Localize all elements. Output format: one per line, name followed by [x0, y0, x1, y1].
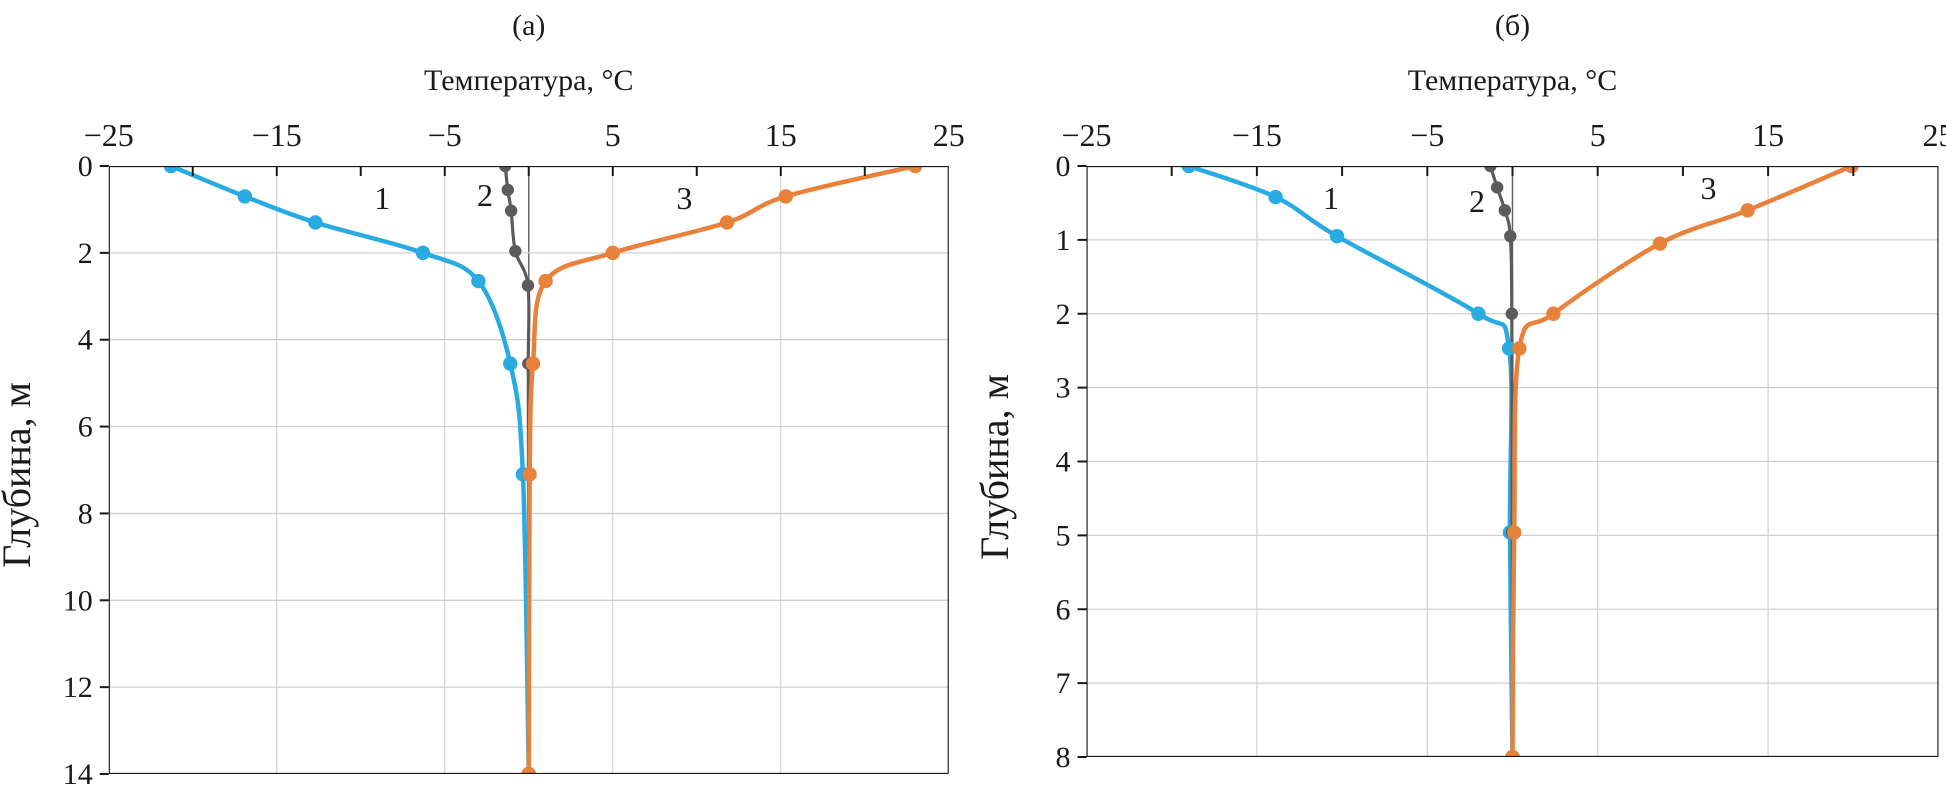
svg-text:2: 2	[78, 237, 93, 270]
svg-text:2: 2	[477, 177, 493, 213]
svg-text:Температура, °C: Температура, °C	[424, 64, 633, 97]
svg-text:4: 4	[1056, 446, 1071, 479]
svg-text:25: 25	[933, 117, 965, 153]
svg-text:6: 6	[78, 411, 93, 444]
svg-text:1: 1	[1323, 180, 1339, 216]
svg-text:7: 7	[1056, 667, 1071, 700]
svg-text:−15: −15	[252, 117, 302, 153]
svg-text:5: 5	[605, 117, 621, 153]
svg-text:2: 2	[1056, 298, 1071, 331]
svg-text:4: 4	[78, 324, 93, 357]
svg-text:(а): (а)	[512, 9, 545, 42]
svg-text:15: 15	[1752, 117, 1784, 153]
svg-text:5: 5	[1056, 519, 1071, 552]
svg-text:−5: −5	[1410, 117, 1444, 153]
svg-text:0: 0	[78, 150, 93, 183]
svg-text:−25: −25	[1061, 117, 1111, 153]
svg-text:14: 14	[63, 758, 93, 791]
svg-text:3: 3	[1700, 170, 1716, 206]
svg-text:(б): (б)	[1495, 9, 1530, 42]
svg-text:Глубина, м: Глубина, м	[972, 374, 1017, 560]
svg-text:0: 0	[1056, 150, 1071, 183]
svg-text:1: 1	[1056, 224, 1071, 257]
svg-text:10: 10	[63, 584, 93, 617]
svg-text:−25: −25	[84, 117, 134, 153]
svg-text:5: 5	[1590, 117, 1606, 153]
svg-text:8: 8	[78, 497, 93, 530]
svg-text:Глубина, м: Глубина, м	[0, 382, 39, 568]
svg-text:15: 15	[765, 117, 797, 153]
svg-text:6: 6	[1056, 593, 1071, 626]
svg-text:8: 8	[1056, 741, 1071, 774]
svg-text:3: 3	[676, 180, 692, 216]
svg-text:−5: −5	[428, 117, 462, 153]
svg-text:25: 25	[1923, 117, 1946, 153]
svg-text:3: 3	[1056, 372, 1071, 405]
svg-text:−15: −15	[1232, 117, 1282, 153]
svg-text:1: 1	[374, 180, 390, 216]
svg-text:Температура, °C: Температура, °C	[1408, 64, 1617, 97]
svg-text:12: 12	[63, 671, 93, 704]
svg-text:2: 2	[1469, 183, 1485, 219]
